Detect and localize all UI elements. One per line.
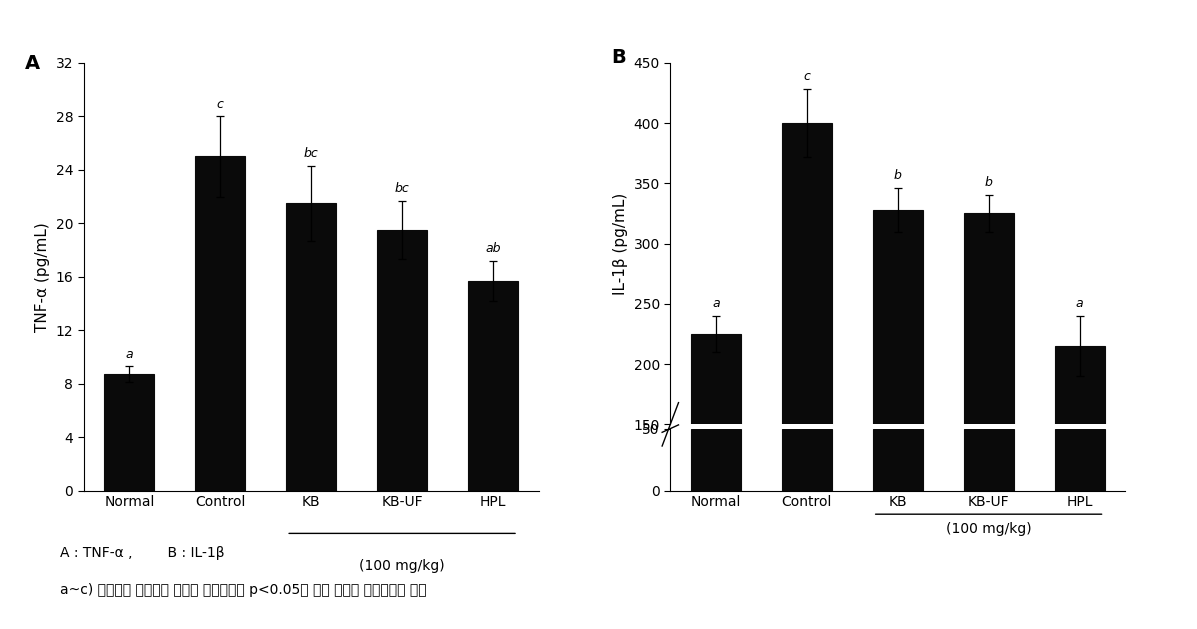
Text: bc: bc (304, 147, 318, 160)
Text: A : TNF-α ,        B : IL-1β: A : TNF-α , B : IL-1β (60, 546, 224, 560)
Bar (195, 157, 245, 491)
Bar (873, 428, 923, 491)
Bar (1055, 428, 1105, 491)
Text: c: c (803, 70, 810, 84)
Text: ab: ab (485, 242, 500, 255)
Bar (691, 428, 741, 491)
Bar (964, 428, 1014, 491)
Bar (1055, 346, 1105, 605)
Bar (377, 230, 427, 491)
Bar (782, 428, 832, 491)
Bar (964, 213, 1014, 605)
Bar (104, 374, 154, 491)
Bar (468, 281, 518, 491)
Text: a: a (126, 348, 133, 361)
Text: A: A (25, 54, 40, 74)
Y-axis label: IL-1β (pg/mL): IL-1β (pg/mL) (613, 192, 628, 295)
Text: b: b (894, 169, 901, 182)
Text: b: b (985, 176, 992, 189)
Y-axis label: TNF-α (pg/mL): TNF-α (pg/mL) (35, 222, 50, 331)
Bar (691, 334, 741, 605)
Text: c: c (217, 98, 224, 111)
Bar (286, 203, 336, 491)
Bar (873, 210, 923, 605)
Bar (782, 123, 832, 605)
Text: a: a (712, 297, 719, 310)
Text: a: a (1076, 297, 1083, 310)
Text: a~c) 실험군별 평균값의 통계적 유의수준은 p<0.05에 대한 각각의 부집단으로 표기: a~c) 실험군별 평균값의 통계적 유의수준은 p<0.05에 대한 각각의 … (60, 584, 426, 598)
Text: (100 mg/kg): (100 mg/kg) (359, 559, 445, 573)
Text: (100 mg/kg): (100 mg/kg) (946, 521, 1032, 536)
Text: bc: bc (395, 182, 409, 195)
Text: B: B (612, 48, 626, 67)
